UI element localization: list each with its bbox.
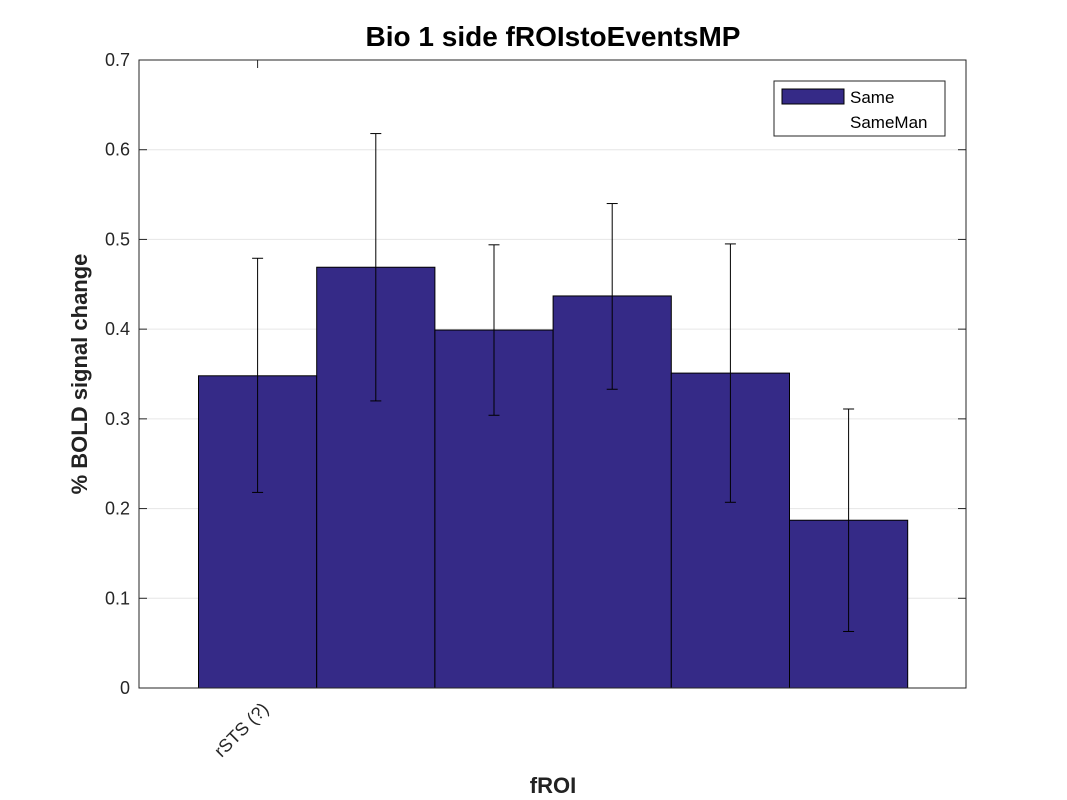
legend-swatch-same [781,88,845,105]
y-tick-label: 0.1 [105,588,130,608]
y-tick-label: 0.2 [105,499,130,519]
axes-box [138,59,967,689]
y-axis-label: % BOLD signal change [67,254,92,495]
legend-entry: SameMan [850,113,927,132]
chart-title: Bio 1 side fROIstoEventsMP [366,21,741,52]
x-axis-label: fROI [530,773,576,798]
y-tick-label: 0.4 [105,319,130,339]
y-tick-label: 0 [120,678,130,698]
y-tick-label: 0.5 [105,229,130,249]
y-tick-label: 0.3 [105,409,130,429]
y-tick-label: 0.7 [105,50,130,70]
y-tick-label: 0.6 [105,140,130,160]
legend-entry: Same [850,88,894,107]
